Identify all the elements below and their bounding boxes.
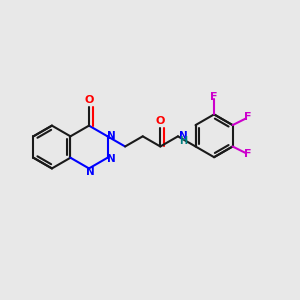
- Text: O: O: [156, 116, 165, 126]
- Text: N: N: [107, 154, 116, 164]
- Text: N: N: [86, 167, 94, 177]
- Text: H: H: [179, 136, 187, 146]
- Text: F: F: [244, 112, 252, 122]
- Text: O: O: [84, 95, 94, 105]
- Text: F: F: [210, 92, 218, 102]
- Text: N: N: [179, 131, 188, 141]
- Text: N: N: [107, 131, 116, 141]
- Text: F: F: [244, 149, 252, 159]
